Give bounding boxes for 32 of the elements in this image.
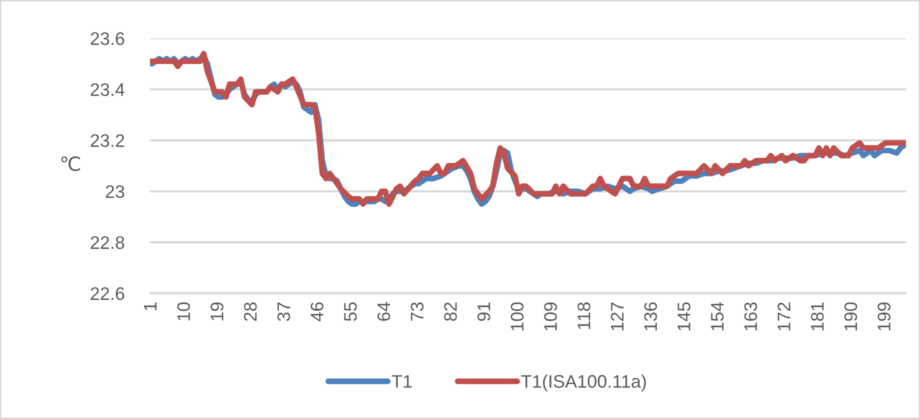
x-tick-label: 136 — [644, 302, 657, 330]
x-tick-label: 181 — [810, 302, 824, 330]
y-tick-label: 23.6 — [90, 32, 124, 46]
x-tick-label: 10 — [177, 302, 190, 320]
x-tick-label: 100 — [510, 302, 524, 330]
x-tick-label: 163 — [744, 302, 758, 330]
x-tick-label: 91 — [477, 302, 490, 321]
x-tick-label: 64 — [377, 302, 390, 321]
x-tick-label: 145 — [678, 302, 690, 330]
x-tick-label: 118 — [578, 302, 590, 330]
y-axis-title: ℃ — [61, 156, 80, 172]
x-tick-label: 199 — [878, 302, 890, 330]
x-tick-label: 1 — [144, 302, 157, 310]
legend-label: T1 — [392, 375, 412, 388]
y-tick-label: 23.2 — [90, 134, 124, 148]
legend-label: T1(ISA100.11a) — [521, 374, 646, 392]
x-tick-label: 190 — [844, 302, 858, 330]
y-tick-label: 22.6 — [90, 287, 124, 300]
x-tick-label: 109 — [544, 302, 557, 330]
x-tick-label: 82 — [444, 302, 457, 321]
x-tick-label: 127 — [610, 302, 624, 330]
x-tick-label: 55 — [344, 302, 357, 321]
x-tick-label: 19 — [210, 302, 224, 320]
y-tick-label: 22.8 — [90, 236, 124, 250]
x-tick-label: 28 — [244, 302, 257, 321]
x-tick-label: 46 — [310, 302, 324, 322]
y-tick-label: 23.4 — [90, 83, 124, 96]
x-tick-label: 172 — [778, 302, 790, 330]
x-tick-label: 154 — [711, 302, 724, 330]
x-tick-label: 37 — [277, 302, 290, 322]
x-tick-label: 73 — [410, 302, 424, 321]
y-tick-label: 23 — [106, 185, 124, 198]
